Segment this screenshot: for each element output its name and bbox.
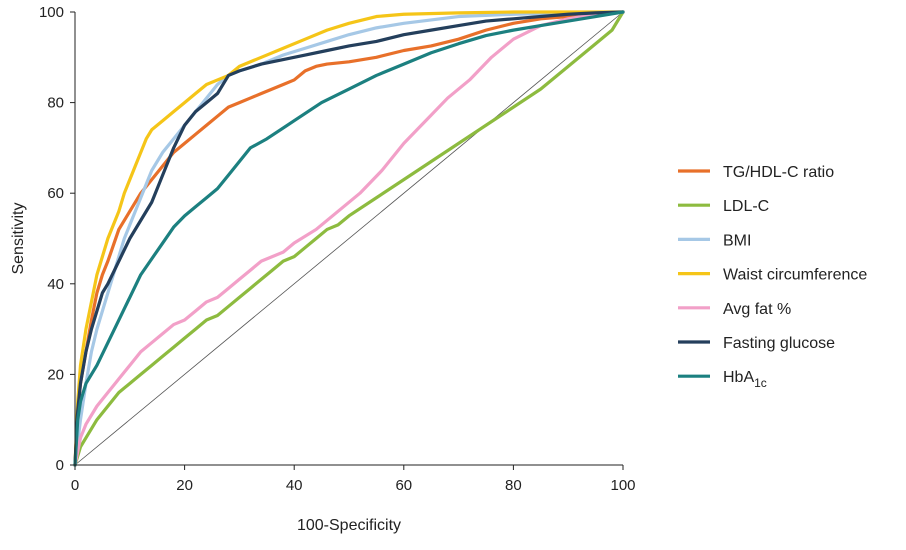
legend-label-4: Avg fat % bbox=[723, 301, 791, 318]
x-tick-label: 20 bbox=[176, 477, 193, 494]
x-tick-label: 80 bbox=[505, 477, 522, 494]
reference-diagonal-line bbox=[74, 11, 624, 466]
x-tick-label: 100 bbox=[610, 477, 635, 494]
legend-label-0: TG/HDL-C ratio bbox=[723, 164, 834, 181]
x-axis-title: 100-Specificity bbox=[297, 517, 401, 534]
plot-area bbox=[73, 10, 625, 467]
y-tick-label: 100 bbox=[39, 4, 64, 21]
x-tick-label: 60 bbox=[395, 477, 412, 494]
legend-label-6: HbA1c bbox=[723, 369, 767, 390]
legend-label-1: LDL-C bbox=[723, 198, 769, 215]
x-tick-label: 0 bbox=[71, 477, 79, 494]
y-tick-label: 80 bbox=[47, 95, 64, 112]
legend: TG/HDL-C ratio LDL-C BMI Waist circumferenc… bbox=[678, 164, 867, 390]
legend-label-3: Waist circumference bbox=[723, 267, 867, 284]
y-tick-label: 0 bbox=[56, 457, 64, 474]
series-line-4 bbox=[73, 10, 625, 467]
series-line-3 bbox=[73, 10, 625, 467]
x-tick-label: 40 bbox=[286, 477, 303, 494]
series-line-2 bbox=[73, 10, 625, 467]
series-line-0 bbox=[73, 10, 625, 467]
y-tick-label: 40 bbox=[47, 276, 64, 293]
legend-label-subscript: 1c bbox=[754, 376, 767, 390]
y-axis-title: Sensitivity bbox=[10, 202, 27, 274]
series-line-6 bbox=[73, 10, 625, 467]
series-line-5 bbox=[73, 10, 625, 467]
y-tick-label: 60 bbox=[47, 185, 64, 202]
legend-label-5: Fasting glucose bbox=[723, 335, 835, 352]
axes: 0 20 40 60 80 100 0 20 40 60 80 100 bbox=[39, 4, 636, 494]
legend-label-2: BMI bbox=[723, 232, 751, 249]
y-tick-label: 20 bbox=[47, 366, 64, 383]
series-line-1 bbox=[73, 10, 625, 467]
